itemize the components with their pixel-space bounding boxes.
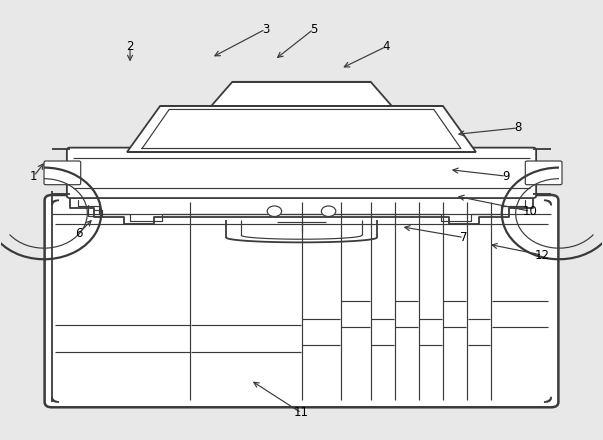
Text: 5: 5 [310, 23, 317, 36]
Text: 8: 8 [514, 121, 522, 134]
FancyBboxPatch shape [67, 148, 536, 198]
Text: 9: 9 [502, 170, 510, 183]
Circle shape [321, 206, 336, 216]
FancyBboxPatch shape [45, 195, 558, 407]
Text: 4: 4 [382, 40, 390, 53]
Text: 2: 2 [126, 40, 134, 53]
Text: 12: 12 [535, 249, 550, 262]
FancyBboxPatch shape [525, 161, 562, 185]
Text: 11: 11 [294, 407, 309, 419]
Text: 10: 10 [523, 205, 537, 218]
Circle shape [267, 206, 282, 216]
Polygon shape [127, 106, 476, 152]
FancyBboxPatch shape [44, 161, 81, 185]
Text: 6: 6 [75, 227, 83, 240]
Text: 3: 3 [262, 23, 269, 36]
Polygon shape [211, 82, 392, 106]
Text: 1: 1 [30, 170, 37, 183]
Text: 7: 7 [460, 231, 468, 244]
